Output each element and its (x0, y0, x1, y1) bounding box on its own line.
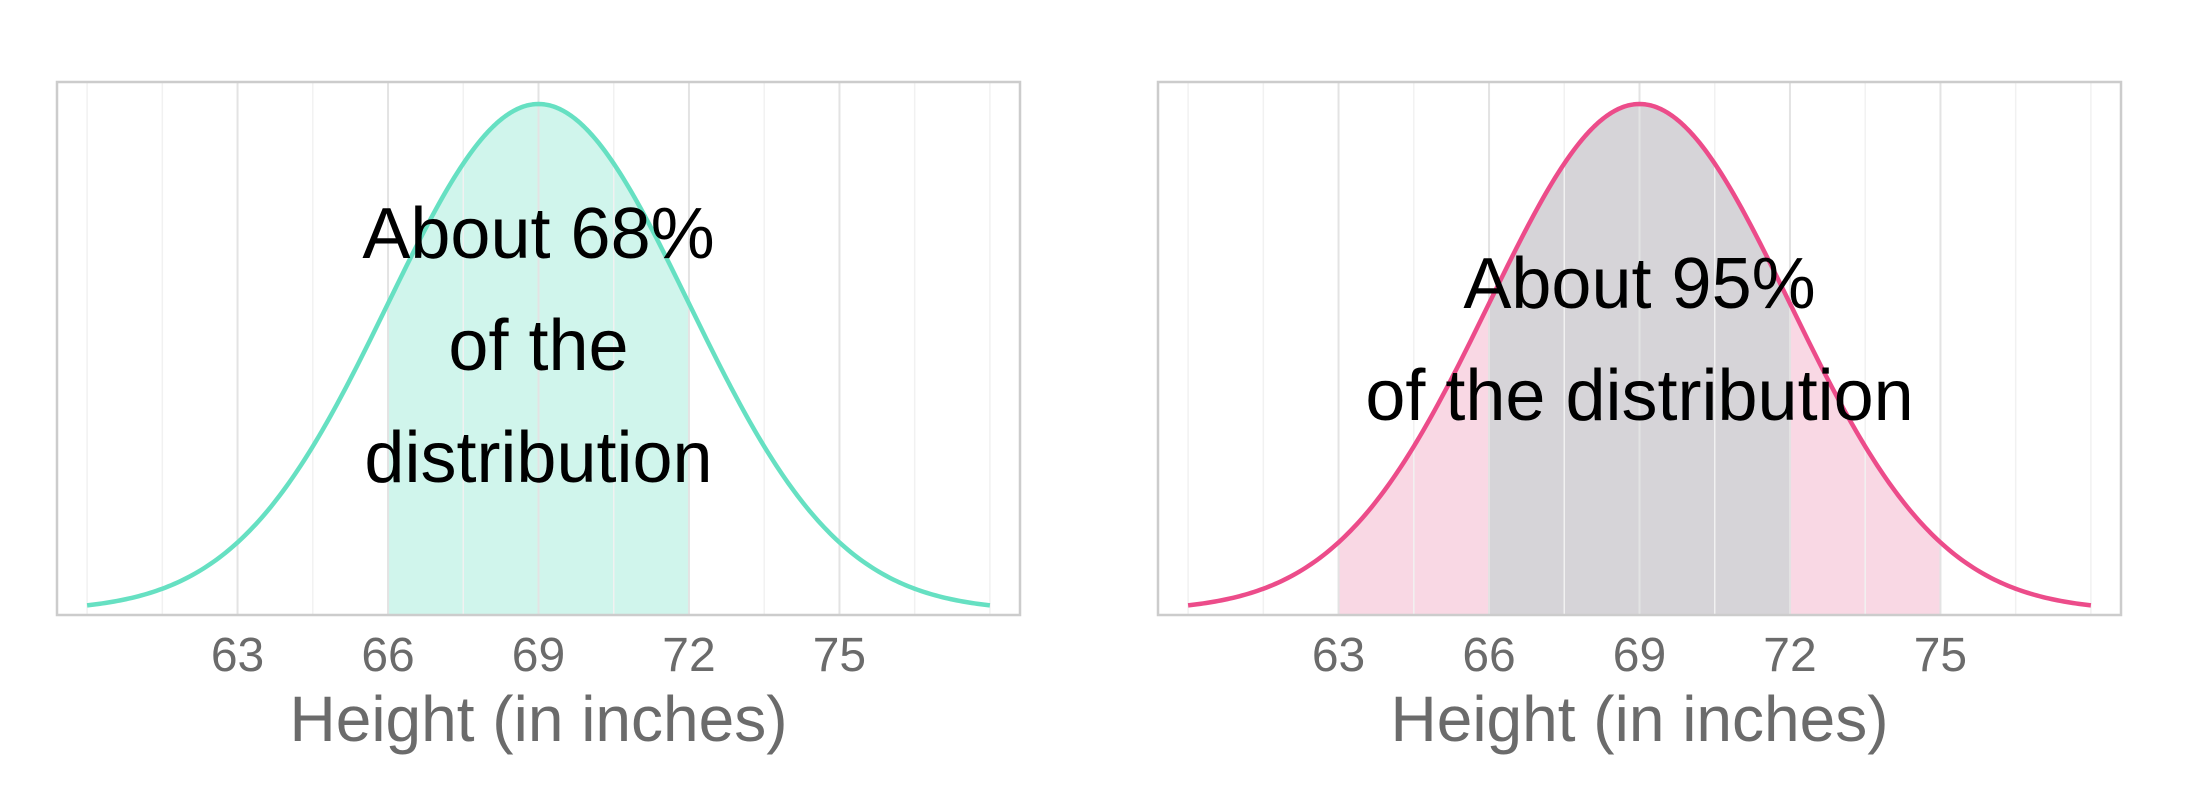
annotation-line-2: of the distribution (1365, 356, 1913, 436)
x-axis-title: Height (in inches) (1391, 683, 1889, 755)
x-tick-label: 75 (1914, 629, 1967, 682)
density-curve (86, 101, 991, 608)
annotation-line-3: distribution (364, 418, 712, 498)
density-curve (1187, 101, 2092, 608)
annotation-line-1: About 68% (362, 194, 714, 274)
annotation-line-2: of the (448, 306, 628, 386)
x-tick-label: 63 (211, 629, 264, 682)
x-tick-label: 63 (1312, 629, 1365, 682)
x-tick-label: 69 (512, 629, 565, 682)
annotation-line-1: About 95% (1463, 244, 1815, 324)
x-tick-label: 66 (1462, 629, 1515, 682)
x-tick-label: 72 (1763, 629, 1816, 682)
panel-2: 63 66 69 72 75 Height (in inches) About 95% of … (1156, 80, 2123, 755)
x-tick-label: 69 (1613, 629, 1666, 682)
plot-frame (1156, 80, 2123, 617)
x-tick-label: 75 (813, 629, 866, 682)
plot-frame (55, 80, 1022, 617)
x-axis-title: Height (in inches) (290, 683, 788, 755)
x-tick-label: 66 (361, 629, 414, 682)
panel-1: 63 66 69 72 75 Height (in inches) About 68% of … (55, 80, 1022, 755)
x-tick-label: 72 (662, 629, 715, 682)
